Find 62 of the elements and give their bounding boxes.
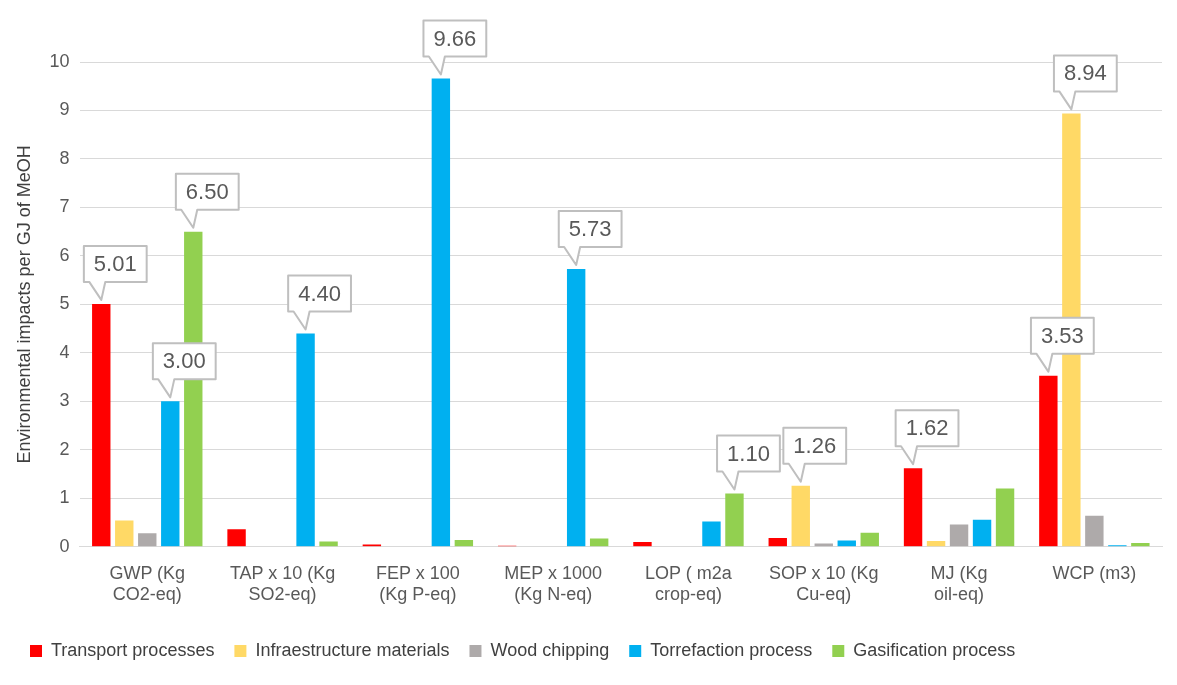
legend-label: Infraestructure materials bbox=[255, 639, 450, 660]
bar bbox=[431, 78, 451, 547]
bar bbox=[949, 524, 969, 547]
bar bbox=[791, 485, 810, 547]
data-label: 3.00 bbox=[162, 348, 206, 374]
bar bbox=[926, 540, 946, 547]
data-label: 6.50 bbox=[185, 178, 229, 204]
y-tick-label: 0 bbox=[59, 535, 70, 556]
bar bbox=[903, 468, 923, 547]
data-label: 5.73 bbox=[568, 216, 612, 242]
y-tick-label: 4 bbox=[59, 341, 70, 362]
x-tick-label: SOP x 10 (Kg Cu-eq) bbox=[768, 562, 879, 605]
legend-label: Wood chipping bbox=[490, 639, 610, 660]
bar bbox=[837, 540, 856, 547]
x-tick-label: TAP x 10 (Kg SO2-eq) bbox=[229, 562, 336, 605]
y-tick-label: 1 bbox=[59, 487, 70, 508]
bar bbox=[768, 538, 787, 547]
data-label: 8.94 bbox=[1063, 60, 1107, 86]
data-label: 1.62 bbox=[905, 415, 949, 441]
data-label: 1.10 bbox=[727, 440, 770, 466]
bar bbox=[860, 532, 879, 547]
bar bbox=[1039, 375, 1058, 547]
bar bbox=[566, 269, 586, 547]
legend-label: Gasification process bbox=[853, 639, 1016, 660]
x-tick-label: MJ (Kg oil-eq) bbox=[930, 562, 988, 605]
legend-label: Transport processes bbox=[51, 639, 215, 660]
y-tick-label: 7 bbox=[59, 196, 70, 217]
y-tick-label: 5 bbox=[59, 293, 70, 314]
x-tick-label: GWP (Kg CO2-eq) bbox=[109, 562, 186, 605]
bar bbox=[972, 519, 992, 547]
bar bbox=[1085, 515, 1104, 547]
y-tick-label: 8 bbox=[59, 147, 70, 168]
bar bbox=[138, 533, 157, 547]
legend-label: Torrefaction process bbox=[650, 639, 813, 660]
bar bbox=[995, 488, 1015, 547]
bar bbox=[319, 541, 338, 547]
y-tick-label: 3 bbox=[59, 390, 70, 411]
bar bbox=[115, 520, 134, 547]
data-label: 1.26 bbox=[793, 432, 837, 458]
bar bbox=[161, 401, 180, 547]
bar bbox=[725, 493, 744, 547]
bar bbox=[633, 541, 652, 547]
bar bbox=[814, 543, 833, 547]
y-tick-label: 9 bbox=[59, 99, 70, 120]
data-label: 4.40 bbox=[298, 280, 341, 306]
x-tick-label: FEP x 100 (Kg P-eq) bbox=[376, 562, 460, 605]
y-tick-label: 10 bbox=[49, 50, 70, 71]
y-axis-title: Environmental impacts per GJ of MeOH bbox=[13, 145, 34, 464]
x-tick-label: WCP (m3) bbox=[1052, 562, 1137, 583]
bar bbox=[296, 333, 315, 547]
data-label: 9.66 bbox=[433, 25, 477, 51]
data-label: 5.01 bbox=[93, 250, 137, 276]
y-tick-label: 6 bbox=[59, 244, 70, 265]
y-tick-label: 2 bbox=[59, 438, 70, 459]
x-tick-label: MEP x 1000 (Kg N-eq) bbox=[504, 562, 603, 605]
x-tick-label: LOP ( m2a crop-eq) bbox=[645, 562, 733, 605]
data-label: 3.53 bbox=[1040, 322, 1084, 348]
bar bbox=[1131, 542, 1150, 547]
bar bbox=[227, 529, 246, 547]
bar bbox=[454, 540, 474, 547]
bar bbox=[702, 521, 721, 547]
bar bbox=[92, 303, 111, 547]
